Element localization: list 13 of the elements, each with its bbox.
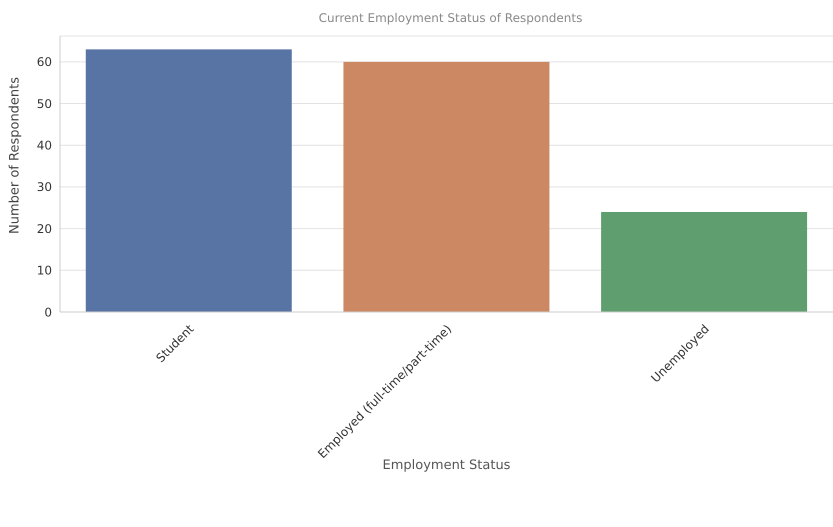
x-axis-title: Employment Status — [382, 458, 511, 474]
bar — [601, 212, 808, 312]
bar — [86, 49, 292, 312]
y-tick-label: 0 — [44, 305, 52, 320]
y-tick-label: 40 — [36, 138, 52, 152]
y-tick-label: 50 — [36, 96, 52, 111]
bar — [343, 62, 550, 312]
chart-title: Current Employment Status of Respondents — [318, 10, 584, 27]
y-tick-label: 10 — [36, 264, 52, 278]
y-axis-title: Number of Respondents — [8, 76, 23, 234]
y-tick-label: 60 — [36, 55, 52, 70]
y-tick-label: 20 — [36, 222, 52, 236]
y-tick-label: 30 — [36, 180, 52, 194]
